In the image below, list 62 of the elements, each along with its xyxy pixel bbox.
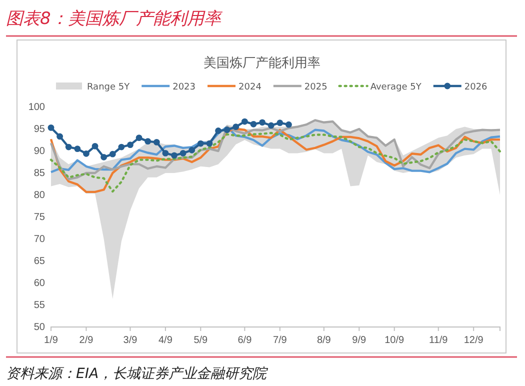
x-tick-label: 4/9 xyxy=(158,335,173,346)
x-tick-label: 8/9 xyxy=(316,335,332,346)
point xyxy=(215,128,222,134)
legend-label: 2026 xyxy=(464,82,488,92)
y-tick-label: 60 xyxy=(34,278,46,290)
y-tick-label: 100 xyxy=(28,102,46,114)
point xyxy=(171,152,178,159)
point xyxy=(74,146,81,152)
point xyxy=(180,150,186,156)
point xyxy=(118,144,125,150)
point xyxy=(232,124,240,130)
y-tick-label: 80 xyxy=(34,190,46,202)
point xyxy=(144,138,152,145)
point xyxy=(206,140,213,147)
point xyxy=(241,118,248,125)
y-tick-label: 90 xyxy=(34,146,46,158)
y-tick-label: 85 xyxy=(34,168,46,180)
x-tick-label: 3/9 xyxy=(123,335,138,346)
x-tick-label: 6/9 xyxy=(238,335,252,346)
y-tick-label: 70 xyxy=(34,234,46,246)
x-tick-label: 5/9 xyxy=(194,335,208,346)
point xyxy=(92,142,98,150)
x-tick-label: 7/9 xyxy=(272,335,288,346)
point xyxy=(65,144,72,150)
point xyxy=(250,120,257,128)
legend-label: Average 5Y xyxy=(370,82,422,92)
x-tick-label: 1/9 xyxy=(44,335,58,346)
legend-label: 2023 xyxy=(172,82,196,92)
y-tick-label: 65 xyxy=(34,256,46,268)
point xyxy=(224,126,230,134)
x-tick-label: 12/9 xyxy=(464,335,484,346)
chart-subtitle: 美国炼厂产能利用率 xyxy=(204,55,320,71)
point xyxy=(276,120,284,126)
point xyxy=(56,133,64,140)
y-tick-label: 75 xyxy=(34,212,46,224)
legend-label: 2024 xyxy=(238,82,262,92)
y-tick-label: 95 xyxy=(34,124,46,136)
point xyxy=(188,146,196,154)
point xyxy=(259,119,266,126)
point xyxy=(197,140,204,147)
text: 资料来源：EIA，长城证券产业金融研究院 xyxy=(6,366,269,382)
point xyxy=(162,150,169,156)
y-tick-label: 50 xyxy=(34,322,46,334)
legend-label: Range 5Y xyxy=(87,82,130,92)
x-tick-label: 11/9 xyxy=(429,335,448,346)
line-series xyxy=(50,126,502,174)
legend-label: 2025 xyxy=(304,82,328,92)
point xyxy=(109,150,116,158)
point xyxy=(100,154,108,160)
point xyxy=(268,122,274,129)
point xyxy=(127,142,134,148)
point xyxy=(286,121,292,128)
x-tick-label: 10/9 xyxy=(384,335,405,346)
point xyxy=(153,139,160,146)
point xyxy=(136,134,142,141)
point xyxy=(48,124,54,131)
point xyxy=(83,150,90,157)
x-tick-label: 9/9 xyxy=(352,335,367,346)
y-tick-label: 55 xyxy=(34,300,46,312)
line-series xyxy=(50,119,502,180)
chart-title: 图表8：美国炼厂产能利用率 xyxy=(6,9,223,29)
x-tick-label: 2/9 xyxy=(79,335,94,346)
